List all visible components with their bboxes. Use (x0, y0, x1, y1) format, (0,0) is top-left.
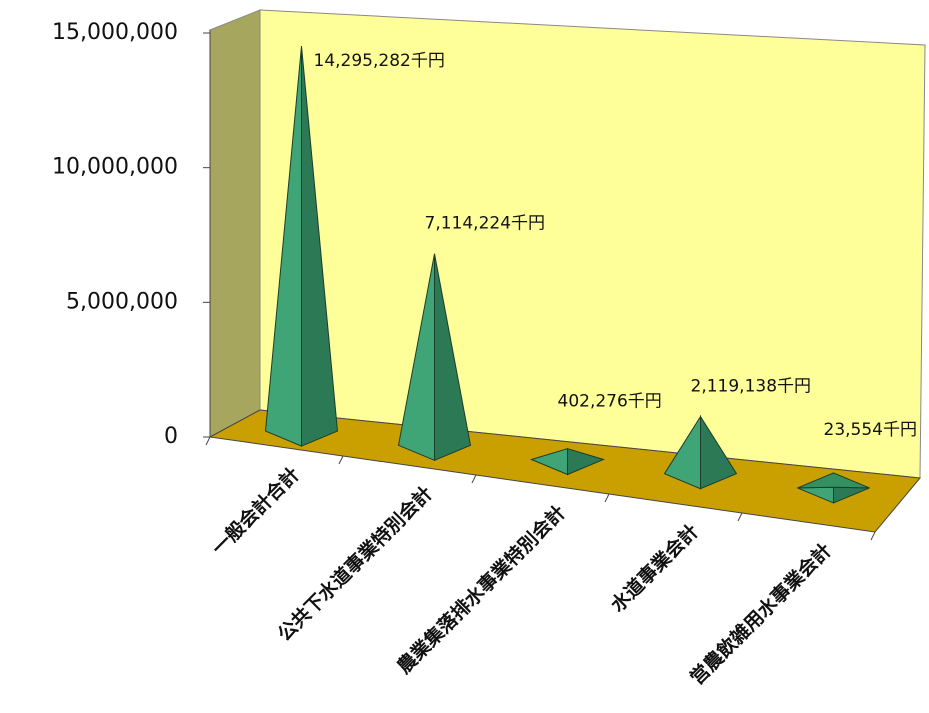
x-tick (737, 512, 743, 522)
x-tick (205, 436, 211, 446)
pyramid-face-right (567, 447, 605, 476)
x-tick (338, 455, 344, 465)
pyramid (397, 253, 472, 462)
pyramid-face-right (301, 46, 339, 447)
x-tick-label: 一般会計合計 (207, 463, 304, 560)
x-tick (471, 474, 477, 484)
x-tick (870, 531, 876, 541)
value-label: 402,276千円 (558, 392, 662, 412)
x-tick-label: 営農飲雑用水事業会計 (685, 539, 836, 690)
pyramid (663, 414, 738, 490)
value-label: 23,554千円 (824, 420, 917, 440)
y-tick-label: 0 (164, 424, 178, 449)
value-label: 14,295,282千円 (314, 51, 445, 71)
y-tick-label: 5,000,000 (66, 289, 178, 314)
x-tick-label: 水道事業会計 (606, 520, 703, 617)
y-tick-label: 10,000,000 (52, 155, 178, 180)
x-tick (604, 493, 610, 503)
y-tick-label: 15,000,000 (52, 20, 178, 45)
value-label: 2,119,138千円 (691, 377, 812, 397)
value-label: 7,114,224千円 (425, 214, 546, 234)
x-tick-label: 農業集落排水事業特別会計 (392, 501, 569, 678)
pyramid-face-right (700, 414, 738, 490)
pyramid-face-back (797, 472, 870, 489)
pyramid (530, 447, 605, 476)
pyramid (797, 472, 870, 504)
side-wall (209, 9, 261, 438)
pyramid (264, 46, 339, 447)
x-tick-label: 公共下水道事業特別会計 (273, 482, 437, 646)
pyramid-face-right (434, 253, 472, 462)
